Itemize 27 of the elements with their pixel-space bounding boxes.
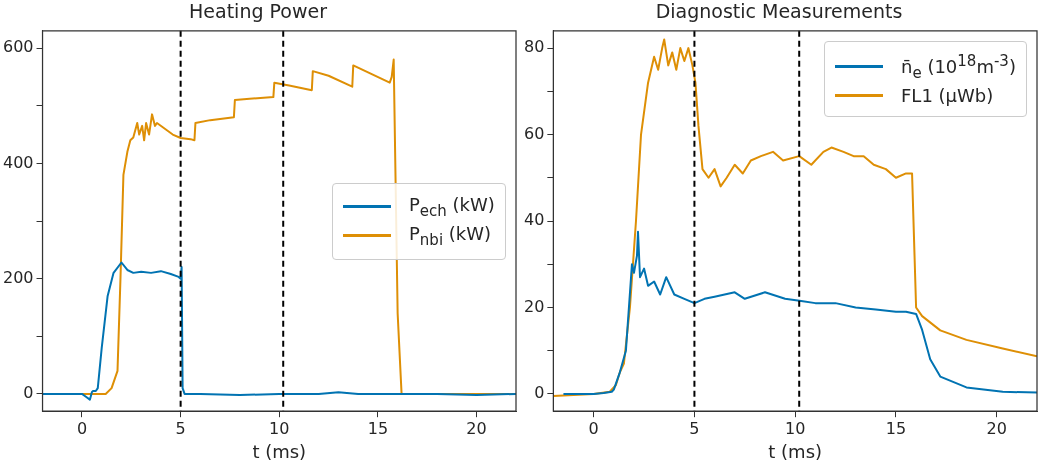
x-tick-label: 0 xyxy=(76,418,88,438)
x-tick-label: 15 xyxy=(367,418,389,438)
x-tick-label: 15 xyxy=(885,418,907,438)
chart-title: Diagnostic Measurements xyxy=(655,0,903,23)
x-tick-label: 5 xyxy=(175,418,186,438)
y-tick-label: 600 xyxy=(2,37,34,57)
x-tick-label: 10 xyxy=(785,418,806,438)
x-tick-label: 20 xyxy=(986,418,1007,438)
legend-label: P$_{ech}$ (kW) xyxy=(409,193,495,220)
x-axis-title: t (ms) xyxy=(768,440,823,462)
y-tick-label: 400 xyxy=(2,152,34,172)
x-tick-label: 5 xyxy=(689,418,700,438)
chart-title: Heating Power xyxy=(189,0,328,23)
y-tick-label: 80 xyxy=(524,37,545,57)
x-tick-label: 10 xyxy=(269,418,290,438)
legend-label: P$_{nbi}$ (kW) xyxy=(409,223,492,249)
y-tick-label: 0 xyxy=(534,383,545,403)
y-tick-label: 0 xyxy=(23,383,34,403)
y-tick-label: 200 xyxy=(2,267,34,287)
legend-label: n̄$_{e}$ (10$^{18}$m$^{-3}$) xyxy=(901,51,1016,82)
y-tick-label: 20 xyxy=(524,296,545,316)
legend-label: FL1 (μWb) xyxy=(901,85,994,107)
y-tick-label: 40 xyxy=(524,210,545,230)
x-tick-label: 0 xyxy=(588,418,599,438)
y-tick-label: 60 xyxy=(524,123,545,143)
x-tick-label: 20 xyxy=(466,418,487,438)
x-axis-title: t (ms) xyxy=(252,440,307,462)
